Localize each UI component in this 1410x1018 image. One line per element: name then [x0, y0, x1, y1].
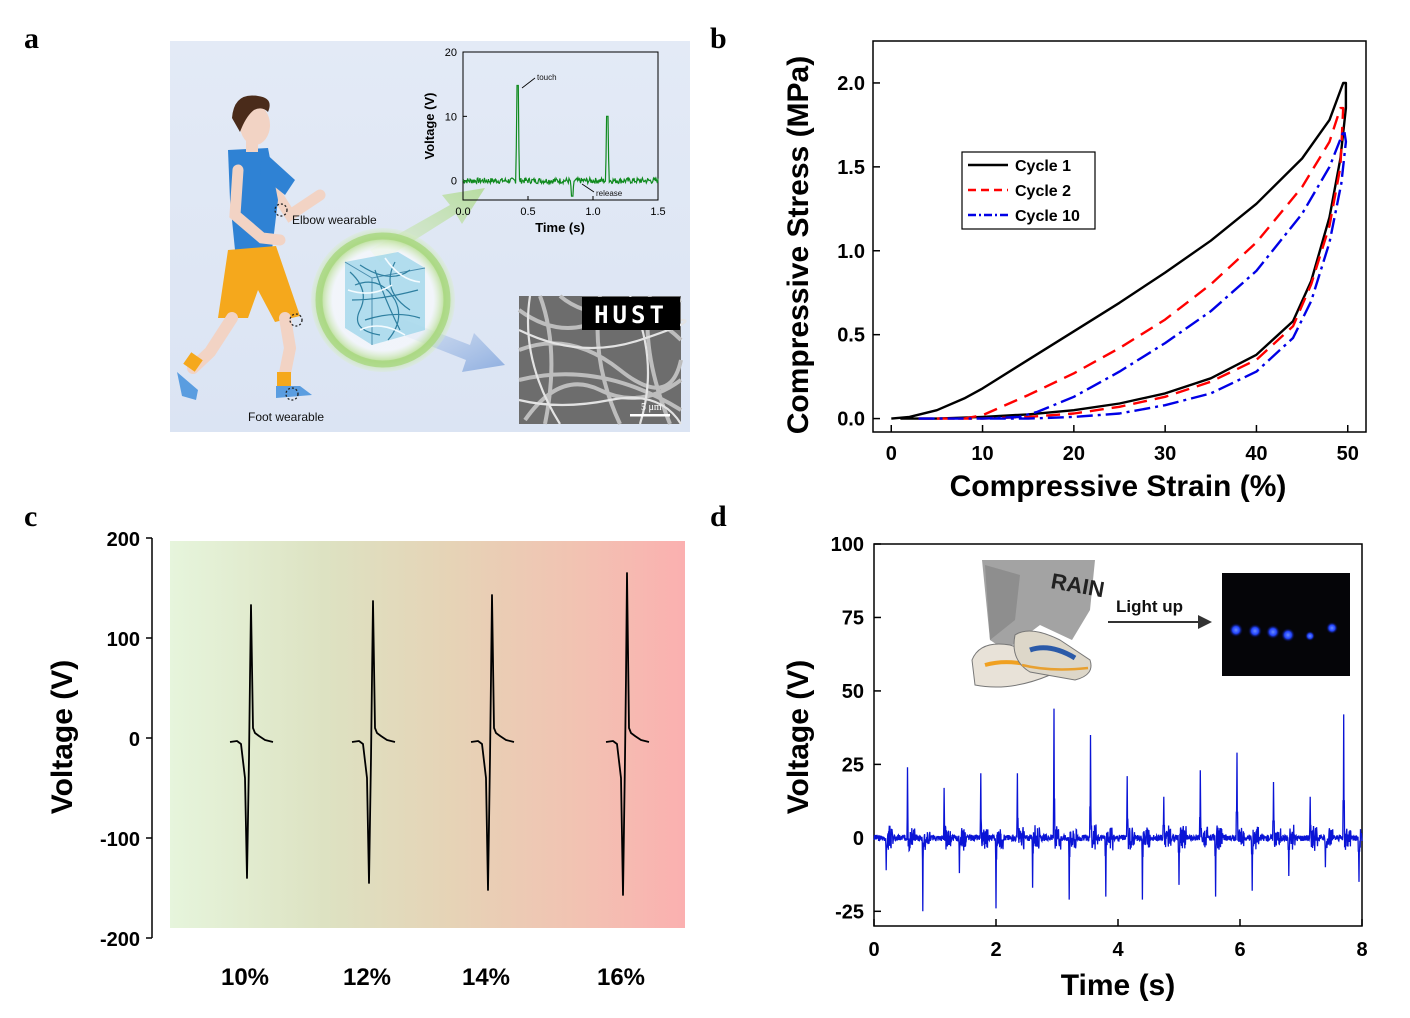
runner-illustration	[177, 95, 326, 401]
d-x-tick-label: 2	[990, 939, 1001, 961]
series-cycle-2	[918, 106, 1345, 420]
inset-y-tick-label: 0	[451, 176, 457, 188]
legend-label: Cycle 1	[1015, 158, 1071, 175]
elbow-wearable-label: Elbow wearable	[292, 213, 377, 227]
chart-c-categories: 10% 12% 14% 16%	[221, 964, 645, 991]
c-pulse-10pct	[229, 604, 274, 879]
b-x-tick-label: 20	[1063, 443, 1085, 465]
legend-label: Cycle 10	[1015, 208, 1080, 225]
d-x-tick-label: 0	[868, 939, 879, 961]
b-y-tick-label: 0.5	[837, 325, 865, 347]
d-y-tick-label: 25	[842, 754, 864, 776]
panel-letter-a: a	[24, 22, 39, 55]
c-y-tick-label: 100	[107, 629, 140, 651]
panel-a: a	[24, 22, 690, 432]
chart-b-y-axis-title: Compressive Stress (MPa)	[782, 56, 815, 435]
c-y-tick-label: 0	[129, 729, 140, 751]
panel-letter-b: b	[710, 22, 727, 55]
chart-b-y-ticks: 0.0 0.5 1.0 1.5 2.0	[837, 73, 880, 431]
d-y-tick-label: 50	[842, 681, 864, 703]
d-x-tick-label: 4	[1112, 939, 1124, 961]
b-x-tick-label: 50	[1337, 443, 1359, 465]
c-pulse-14pct	[470, 594, 515, 891]
inset-x-axis-title: Time (s)	[535, 220, 585, 235]
chart-c-y-axis-title: Voltage (V)	[46, 660, 79, 814]
c-category-label: 12%	[343, 964, 391, 991]
d-y-tick-label: 75	[842, 607, 864, 629]
inset-frame	[462, 51, 659, 201]
elbow-marker	[274, 203, 288, 217]
scale-bar	[630, 414, 670, 417]
chart-b-frame	[872, 40, 1367, 433]
chart-d-y-axis-title: Voltage (V)	[782, 660, 815, 814]
b-x-tick-label: 0	[886, 443, 897, 465]
sem-hust-text: HUST	[594, 301, 668, 329]
b-y-tick-label: 2.0	[837, 73, 865, 95]
chart-d-x-ticks: 0 2 4 6 8	[868, 919, 1368, 961]
inset-voltage-line	[462, 84, 659, 197]
series-cycle-10	[918, 128, 1348, 420]
shoes-photo: RAIN	[971, 560, 1106, 688]
c-category-label: 10%	[221, 964, 269, 991]
panel-letter-d: d	[710, 500, 727, 533]
series-cycle-1	[891, 81, 1348, 420]
release-label: release	[596, 189, 623, 198]
c-category-label: 14%	[462, 964, 510, 991]
d-x-tick-label: 8	[1356, 939, 1367, 961]
inset-x-tick-label: 0.5	[520, 206, 535, 218]
knee-marker	[289, 313, 303, 327]
b-x-tick-label: 10	[971, 443, 993, 465]
touch-label: touch	[537, 73, 557, 82]
d-y-tick-label: 100	[831, 534, 864, 556]
inset-x-ticks: 0.0 0.5 1.0 1.5	[455, 196, 666, 218]
chart-c-series	[229, 572, 650, 896]
sem-image: HUST 5 μm	[517, 294, 687, 425]
b-y-tick-label: 1.5	[837, 157, 865, 179]
inset-x-tick-label: 1.5	[650, 206, 665, 218]
panel-b: b 0 10 20 30 40 50 0.0 0.5 1.0 1.5 2.0 Compressiv…	[710, 22, 1367, 503]
inset-y-axis-title: Voltage (V)	[422, 93, 437, 160]
chart-d-voltage-line	[873, 708, 1363, 912]
panel-c: c 200 100 0 -100 -200 10% 12% 14% 16% Voltage (…	[24, 500, 685, 991]
legend-label: Cycle 2	[1015, 183, 1071, 200]
chart-c-y-ticks: 200 100 0 -100 -200	[100, 529, 152, 951]
d-y-tick-label: 0	[853, 828, 864, 850]
sem-label-box	[582, 297, 680, 330]
b-x-tick-label: 30	[1154, 443, 1176, 465]
c-y-tick-label: -200	[100, 929, 140, 951]
b-y-tick-label: 1.0	[837, 241, 865, 263]
d-y-tick-label: -25	[835, 901, 864, 923]
chart-b-legend: Cycle 1 Cycle 2 Cycle 10	[961, 151, 1096, 230]
foot-marker	[285, 387, 299, 401]
panel-letter-c: c	[24, 500, 37, 533]
fiber-network-cube	[344, 252, 426, 345]
chart-b-x-ticks: 0 10 20 30 40 50	[886, 425, 1359, 465]
inset-y-tick-label: 10	[445, 111, 457, 123]
chart-b-series	[891, 81, 1348, 420]
d-x-tick-label: 6	[1234, 939, 1245, 961]
c-pulse-12pct	[351, 600, 396, 884]
inset-y-tick-label: 20	[445, 47, 457, 59]
scale-bar-label: 5 μm	[641, 402, 662, 413]
c-pulse-16pct	[605, 572, 650, 896]
foot-wearable-label: Foot wearable	[248, 410, 324, 424]
chart-d-x-axis-title: Time (s)	[1061, 969, 1175, 1002]
c-y-tick-label: 200	[107, 529, 140, 551]
b-y-tick-label: 0.0	[837, 409, 865, 431]
c-category-label: 16%	[597, 964, 645, 991]
led-photo	[1222, 573, 1350, 676]
b-x-tick-label: 40	[1245, 443, 1267, 465]
inset-y-ticks: 0 10 20	[445, 47, 467, 188]
c-y-tick-label: -100	[100, 829, 140, 851]
inset-x-tick-label: 0.0	[455, 206, 470, 218]
chart-b-x-axis-title: Compressive Strain (%)	[950, 470, 1287, 503]
inset-x-tick-label: 1.0	[585, 206, 600, 218]
light-up-label: Light up	[1116, 597, 1183, 616]
